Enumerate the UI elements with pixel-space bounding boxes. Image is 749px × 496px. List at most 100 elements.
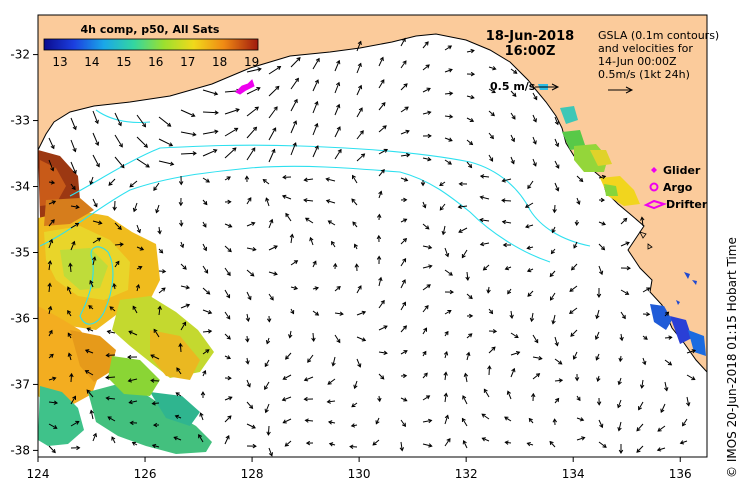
velocity-arrow (312, 286, 320, 291)
velocity-arrow (224, 375, 232, 381)
velocity-arrow (422, 327, 428, 335)
velocity-arrow (331, 356, 336, 367)
colorbar-tick-label: 16 (148, 55, 163, 69)
velocity-arrow (510, 367, 516, 378)
y-tick-label: -32 (10, 48, 30, 62)
velocity-arrow (504, 416, 512, 422)
velocity-arrow (378, 276, 383, 287)
velocity-arrow (400, 373, 408, 379)
velocity-arrow (158, 287, 166, 294)
velocity-arrow (618, 443, 624, 454)
velocity-arrow (246, 147, 256, 161)
velocity-arrow (400, 60, 407, 69)
velocity-arrow (47, 305, 53, 315)
velocity-arrow (618, 355, 623, 363)
velocity-arrow (202, 89, 219, 96)
credit-strip: © IMOS 20-Jun-2018 01:15 Hobart Time (725, 237, 739, 478)
velocity-arrow (378, 125, 387, 133)
velocity-arrow (400, 257, 407, 267)
velocity-arrow (595, 309, 600, 320)
velocity-arrow (532, 114, 537, 123)
colorbar-tick-label: 19 (244, 55, 259, 69)
velocity-arrow (246, 86, 261, 95)
velocity-arrow (282, 418, 292, 424)
velocity-arrow (70, 445, 81, 451)
velocity-arrow (334, 81, 341, 94)
velocity-arrow (84, 349, 94, 354)
velocity-arrow (70, 139, 77, 153)
velocity-arrow (202, 369, 207, 377)
velocity-arrow (549, 292, 556, 301)
velocity-arrow (570, 263, 578, 271)
velocity-arrow (531, 392, 536, 402)
velocity-arrow (378, 373, 385, 380)
velocity-arrow (198, 433, 204, 443)
velocity-arrow (422, 284, 431, 291)
velocity-arrow (569, 285, 578, 292)
velocity-arrow (132, 305, 138, 314)
velocity-arrow (488, 110, 495, 117)
velocity-arrow (443, 351, 449, 359)
velocity-arrow (620, 289, 630, 295)
x-tick-label: 136 (669, 467, 692, 481)
velocity-arrow (504, 440, 512, 445)
velocity-arrow (47, 260, 53, 271)
velocity-arrow (127, 378, 138, 383)
velocity-arrow (202, 221, 207, 228)
velocity-arrow (325, 199, 336, 204)
velocity-arrow (576, 395, 581, 402)
velocity-arrow (466, 351, 471, 361)
velocity-arrow (356, 40, 362, 52)
velocity-arrow (620, 241, 630, 247)
velocity-arrow (422, 156, 432, 162)
velocity-arrow (179, 241, 185, 249)
velocity-arrow (179, 219, 184, 227)
velocity-arrow (304, 418, 314, 423)
velocity-arrow (246, 423, 256, 429)
velocity-arrow (264, 403, 270, 414)
y-axis: -32 -33 -34 -35 -36 -37 -38 (10, 48, 38, 457)
velocity-arrow (202, 309, 213, 315)
y-tick-label: -36 (10, 311, 30, 325)
velocity-arrow (532, 334, 539, 344)
velocity-arrow (422, 350, 427, 357)
velocity-arrow (620, 311, 626, 320)
note-line1: GSLA (0.1m contours) (598, 29, 719, 42)
velocity-arrow (350, 423, 358, 428)
velocity-arrow (224, 434, 230, 445)
velocity-arrow (326, 399, 336, 404)
velocity-arrow (642, 311, 651, 317)
velocity-arrow (268, 148, 276, 163)
velocity-arrow (506, 390, 512, 400)
velocity-arrow (479, 174, 490, 179)
velocity-arrow (112, 200, 117, 211)
velocity-arrow (481, 437, 490, 442)
velocity-arrow (422, 201, 427, 209)
velocity-arrow (482, 264, 490, 271)
velocity-arrow (466, 117, 475, 123)
velocity-arrow (312, 122, 319, 136)
velocity-arrow (129, 180, 138, 188)
drifter-track (235, 79, 255, 95)
velocity-arrow (268, 245, 278, 251)
velocity-arrow (576, 197, 581, 205)
velocity-arrow (48, 376, 57, 381)
velocity-arrow (334, 311, 344, 316)
velocity-arrow (311, 332, 316, 342)
velocity-arrow (532, 92, 538, 101)
velocity-arrow (686, 396, 691, 407)
velocity-arrow (356, 62, 362, 74)
velocity-arrow (504, 266, 512, 271)
velocity-arrow (399, 441, 405, 452)
velocity-arrow (488, 346, 496, 354)
velocity-arrow (617, 421, 622, 432)
velocity-arrow (136, 114, 147, 128)
velocity-arrow (554, 182, 560, 192)
colorbar-tick-label: 14 (84, 55, 99, 69)
velocity-arrow (444, 68, 453, 73)
velocity-arrow (290, 308, 295, 315)
velocity-arrow (288, 330, 293, 339)
velocity-arrow (636, 445, 644, 453)
velocity-arrow (444, 91, 454, 96)
velocity-arrow (246, 379, 251, 388)
